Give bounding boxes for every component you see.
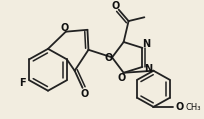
Text: O: O: [103, 53, 112, 63]
Text: N: N: [144, 64, 152, 74]
Text: O: O: [80, 89, 88, 99]
Text: O: O: [111, 1, 119, 11]
Text: O: O: [60, 23, 69, 33]
Text: CH₃: CH₃: [184, 103, 200, 112]
Text: N: N: [142, 39, 150, 49]
Text: O: O: [174, 102, 183, 112]
Text: O: O: [117, 73, 125, 83]
Text: F: F: [19, 78, 26, 88]
